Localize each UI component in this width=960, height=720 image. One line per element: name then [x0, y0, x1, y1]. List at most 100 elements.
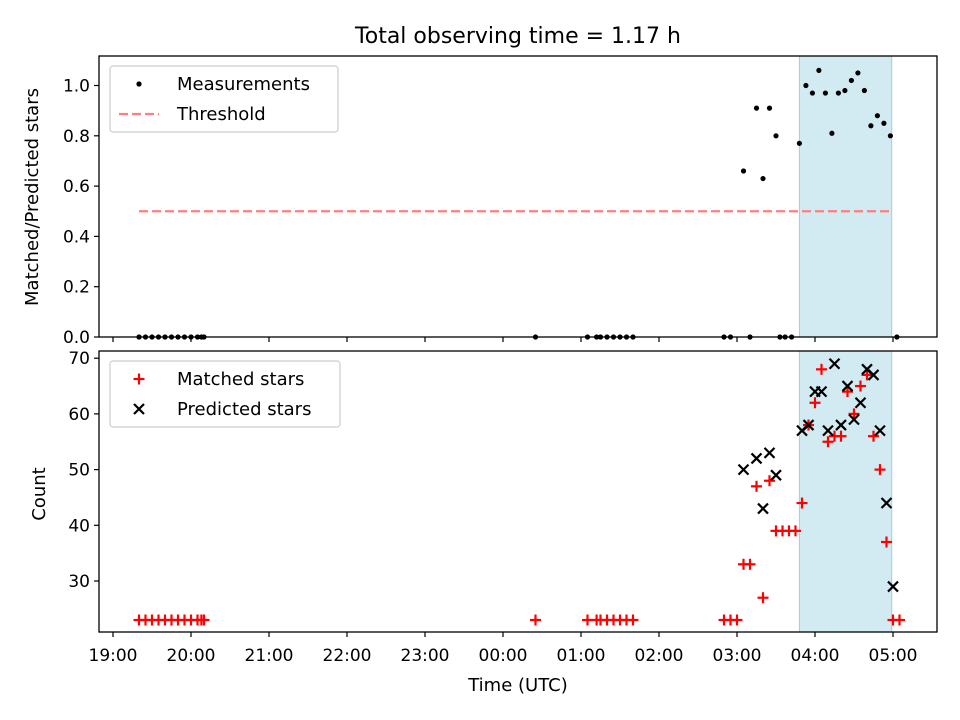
legend-box: [109, 360, 341, 428]
x-tick-label: 23:00: [401, 646, 450, 666]
x-stroke: [848, 413, 860, 426]
data-point: [731, 614, 743, 626]
data-point: [802, 419, 815, 431]
data-point: [829, 130, 835, 136]
highlight-span: [798, 55, 893, 338]
data-point: [881, 536, 892, 548]
y-tick-label: 30: [68, 572, 90, 592]
x-tick-label: 20:00: [167, 646, 216, 666]
axes-frame: [98, 350, 938, 633]
data-point: [198, 614, 210, 626]
x-stroke: [770, 469, 782, 481]
data-point: [855, 70, 861, 76]
x-stroke: [763, 447, 776, 459]
data-point: [822, 90, 829, 96]
data-point: [881, 120, 887, 126]
y-tick-label: 0.6: [63, 177, 90, 197]
x-stroke: [854, 396, 867, 409]
x-tick-label: 19:00: [89, 646, 138, 666]
data-point: [874, 464, 886, 476]
data-point: [874, 424, 886, 437]
x-stroke: [835, 419, 847, 431]
axes-frame: [98, 55, 938, 338]
x-stroke: [757, 502, 769, 515]
y-tick-label: 50: [68, 461, 90, 481]
y-tick-label: 40: [68, 516, 90, 536]
x-stroke: [822, 424, 834, 437]
x-stroke: [815, 385, 828, 398]
data-point: [796, 497, 808, 509]
data-point: [627, 614, 639, 626]
data-point: [809, 397, 821, 409]
data-point: [744, 558, 756, 570]
data-point: [751, 480, 762, 492]
legend-label: Matched stars: [177, 369, 304, 390]
data-point: [841, 380, 854, 392]
x-stroke: [737, 463, 750, 476]
x-stroke: [750, 452, 763, 465]
data-point: [760, 175, 766, 182]
data-point: [868, 123, 874, 129]
data-point: [868, 430, 879, 442]
data-point: [757, 592, 769, 604]
data-point: [816, 363, 827, 375]
data-point: [887, 133, 894, 139]
data-point: [790, 525, 801, 537]
top-y-axis-label: Matched/Predicted stars: [22, 88, 43, 306]
legend-label: Threshold: [176, 104, 266, 125]
y-tick-label: 60: [68, 405, 90, 425]
series-predicted-stars: [737, 357, 899, 593]
data-point: [848, 77, 855, 84]
data-point: [848, 408, 860, 420]
data-point: [750, 452, 763, 465]
y-tick-label: 1.0: [63, 77, 90, 97]
data-point: [737, 463, 750, 476]
x-tick-label: 02:00: [635, 646, 684, 666]
data-point: [835, 90, 842, 96]
bottom-panel: 30 40 50 60 70 19:00 20:00 21:00 22:00 23:00 00:00…: [68, 349, 938, 666]
data-point: [854, 396, 867, 409]
y-tick-label: 0.2: [63, 278, 90, 298]
data-point: [740, 168, 747, 174]
series-matched-stars: [133, 363, 905, 626]
top-panel: 0.0 0.2 0.4 0.6 0.8 1.0 Measurements Threshold: [63, 55, 938, 348]
data-point: [848, 413, 860, 426]
x-stroke: [802, 419, 815, 431]
chart-title: Total observing time = 1.17 h: [354, 24, 681, 49]
x-tick-label: 04:00: [791, 646, 840, 666]
data-point: [816, 67, 822, 74]
y-tick-label: 70: [68, 349, 90, 369]
data-point: [764, 475, 775, 487]
data-point: [887, 580, 899, 593]
legend-box: [109, 65, 339, 133]
data-point: [842, 87, 848, 94]
x-stroke: [874, 424, 886, 437]
x-tick-label: 21:00: [245, 646, 294, 666]
data-point: [835, 430, 847, 442]
x-tick-label: 01:00: [557, 646, 606, 666]
data-point: [861, 369, 873, 381]
x-stroke: [867, 369, 880, 381]
data-point: [809, 90, 816, 96]
bottom-y-axis-label: Count: [29, 467, 50, 520]
legend: Matched stars Predicted stars: [109, 360, 341, 428]
x-stroke: [828, 357, 841, 370]
data-point: [773, 133, 779, 139]
y-tick-label: 0.8: [63, 127, 90, 147]
legend: Measurements Threshold: [109, 65, 339, 133]
data-point: [770, 469, 782, 481]
x-stroke: [841, 380, 854, 392]
data-point: [874, 113, 881, 119]
data-point: [766, 105, 773, 111]
data-point: [842, 386, 853, 398]
data-point: [835, 419, 847, 431]
data-point: [822, 436, 834, 448]
x-tick-label: 22:00: [323, 646, 372, 666]
data-point: [815, 385, 828, 398]
data-point: [822, 424, 834, 437]
x-axis-label: Time (UTC): [467, 675, 568, 696]
data-point: [757, 502, 769, 515]
x-stroke: [861, 363, 873, 376]
data-point: [894, 614, 905, 626]
